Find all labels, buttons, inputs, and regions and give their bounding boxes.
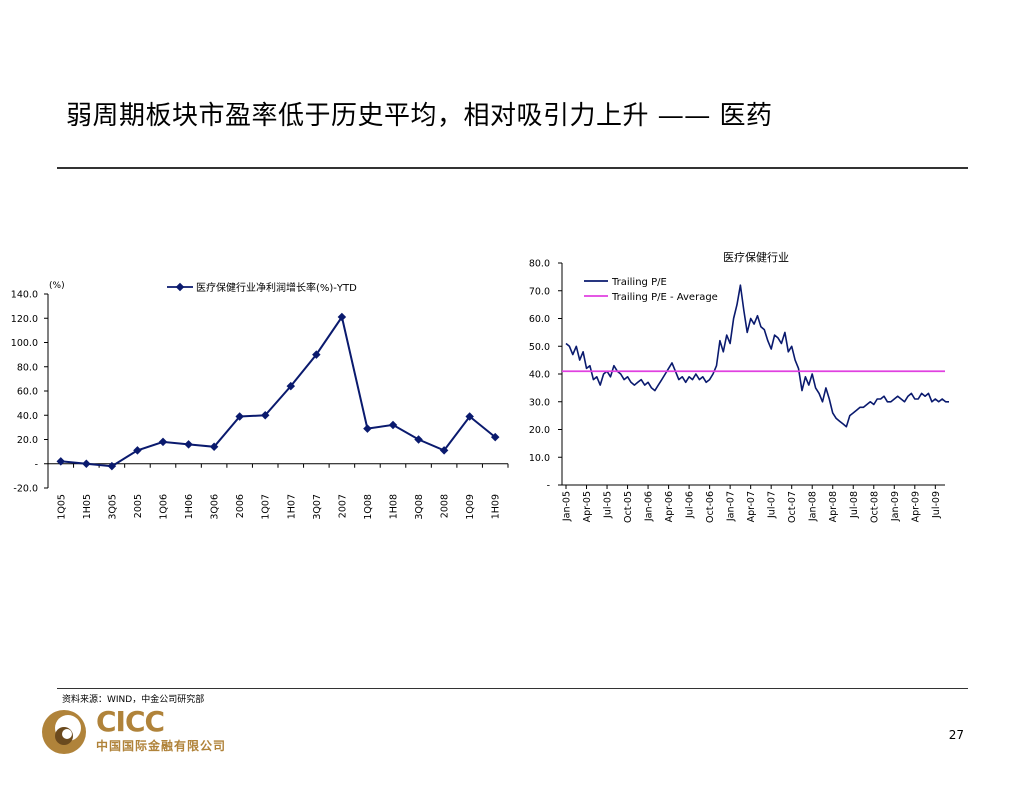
- chart2-series: [562, 284, 949, 428]
- logo-wordmark: CICC: [96, 705, 165, 738]
- chart1-x-tick-label: 1H07: [286, 494, 297, 519]
- chart2-legend: Trailing P/E Trailing P/E - Average: [584, 277, 718, 303]
- chart1-legend-label: 医疗保健行业净利润增长率(%)-YTD: [196, 281, 357, 294]
- page-number: 27: [948, 728, 964, 742]
- title-divider: [57, 167, 968, 169]
- chart1-data-point: [82, 459, 91, 468]
- chart1-x-tick-label: 1H05: [82, 494, 93, 519]
- chart1-y-tick-label: -: [35, 459, 38, 470]
- chart2-x-tick-label: Jan-05: [562, 491, 573, 522]
- chart2-y-tick-label: 10.0: [529, 453, 550, 464]
- source-note: 资料来源：WIND，中金公司研究部: [62, 695, 205, 705]
- chart1-x-tick-label: 2005: [133, 494, 144, 518]
- chart1-series: [56, 312, 500, 471]
- footer-divider: [57, 688, 968, 689]
- chart1-x-tick-label: 2008: [440, 494, 451, 518]
- chart2-y-tick-label: 30.0: [529, 397, 550, 408]
- chart1-x-tick-label: 1H08: [389, 494, 400, 519]
- chart2-legend-pe-label: Trailing P/E: [611, 277, 667, 288]
- chart2-x-tick-label: Jul-05: [603, 491, 614, 519]
- cicc-logo-icon: [42, 710, 86, 754]
- chart2-x-ticks: Jan-05 Apr-05 Jul-05 Oct-05 Jan-06 Apr-06 Jul-…: [562, 485, 942, 523]
- chart1-y-tick-label: 140.0: [11, 290, 38, 301]
- chart1-x-tick-label: 1Q06: [159, 494, 170, 520]
- chart1-data-point: [260, 411, 270, 420]
- chart1-data-point: [388, 420, 398, 430]
- chart2-x-tick-label: Jul-07: [767, 491, 778, 519]
- chart2-x-tick-label: Oct-05: [623, 491, 634, 523]
- chart2-y-tick-label: 40.0: [529, 370, 550, 381]
- chart1-x-tick-label: 1H06: [184, 494, 195, 519]
- chart1-y-tick-label: 100.0: [11, 338, 38, 349]
- chart1-y-tick-label: 60.0: [17, 387, 38, 398]
- chart1-x-tick-label: 3Q08: [414, 494, 425, 520]
- slide-title: 弱周期板块市盈率低于历史平均，相对吸引力上升 —— 医药: [66, 101, 773, 131]
- chart1-x-tick-label: 1Q08: [363, 494, 374, 520]
- chart2-y-tick-label: 50.0: [529, 342, 550, 353]
- chart1-x-tick-label: 2007: [337, 494, 348, 518]
- chart1-x-tick-label: 1Q05: [56, 494, 67, 520]
- chart2-pe-line: [565, 284, 949, 428]
- chart2-x-tick-label: Apr-06: [664, 491, 675, 522]
- chart2-x-tick-label: Apr-07: [746, 491, 757, 522]
- chart1-legend-marker: [175, 282, 185, 292]
- chart1-y-tick-label: 40.0: [17, 411, 38, 422]
- chart2-y-tick-label: -: [547, 481, 550, 492]
- chart1-legend: 医疗保健行业净利润增长率(%)-YTD: [167, 281, 357, 294]
- logo-company-name: 中国国际金融有限公司: [96, 739, 227, 753]
- chart2-x-tick-label: Jan-06: [644, 491, 655, 522]
- chart1-y-tick-label: 120.0: [11, 314, 38, 325]
- chart2-x-tick-label: Oct-06: [705, 491, 716, 523]
- chart1-data-point: [414, 435, 423, 444]
- chart1-y-tick-label: 80.0: [17, 362, 38, 373]
- chart2-x-tick-label: Jan-09: [890, 491, 901, 522]
- chart1-x-tick-label: 3Q06: [210, 494, 221, 520]
- chart2-y-tick-label: 70.0: [529, 286, 550, 297]
- chart2-x-tick-label: Jan-08: [808, 491, 819, 522]
- chart1-data-point: [286, 381, 296, 391]
- chart1-data-point: [363, 424, 372, 433]
- chart1-data-point: [158, 437, 168, 447]
- chart2-y-tick-label: 80.0: [529, 259, 550, 270]
- chart1-y-tick-label: -20.0: [13, 484, 38, 495]
- chart2-x-tick-label: Oct-07: [787, 491, 798, 523]
- chart2-x-tick-label: Apr-08: [828, 491, 839, 522]
- chart1-data-point: [133, 446, 142, 455]
- chart1-x-tick-label: 1Q09: [465, 494, 476, 520]
- chart2-y-ticks: - 10.0 20.0 30.0 40.0 50.0 60.0 70.0 80.0: [529, 259, 562, 492]
- chart1-data-point: [465, 412, 474, 421]
- chart2-x-tick-label: Jul-06: [685, 491, 696, 519]
- chart1-x-tick-label: 3Q05: [107, 494, 118, 520]
- chart1-x-tick-label: 2006: [235, 494, 246, 518]
- chart1-data-point: [235, 412, 244, 421]
- chart1-data-point: [107, 461, 117, 471]
- chart2-title: 医疗保健行业: [723, 250, 789, 264]
- chart1-x-tick-label: 1Q07: [261, 494, 272, 520]
- chart2-legend-avg-label: Trailing P/E - Average: [611, 292, 718, 303]
- chart1-data-point: [56, 457, 66, 466]
- chart2-x-tick-label: Apr-05: [582, 491, 593, 522]
- chart2-x-tick-label: Jul-09: [931, 491, 942, 519]
- chart1-data-point: [209, 442, 219, 452]
- chart2-x-tick-label: Jul-08: [849, 491, 860, 519]
- chart1-data-point: [439, 446, 449, 455]
- chart2-y-tick-label: 20.0: [529, 425, 550, 436]
- chart2-x-tick-label: Oct-08: [869, 491, 880, 523]
- chart1-data-point: [337, 312, 347, 322]
- chart2-y-tick-label: 60.0: [529, 314, 550, 325]
- chart1-data-point: [184, 440, 193, 449]
- chart1-data-point: [490, 432, 500, 442]
- chart1-x-tick-label: 3Q07: [312, 494, 323, 520]
- chart2-x-tick-label: Apr-09: [910, 491, 921, 522]
- chart1-data-point: [312, 350, 321, 359]
- chart1-y-tick-label: 20.0: [17, 435, 38, 446]
- chart1-x-ticks: 1Q05 1H05 3Q05 2005 1Q06 1H06 3Q06 2006 1Q07 1H07…: [47, 463, 509, 520]
- chart1-unit-label: (%): [49, 281, 65, 291]
- chart1-x-tick-label: 1H09: [491, 494, 502, 519]
- chart2-x-tick-label: Jan-07: [726, 491, 737, 522]
- chart1-series-line: [60, 314, 496, 468]
